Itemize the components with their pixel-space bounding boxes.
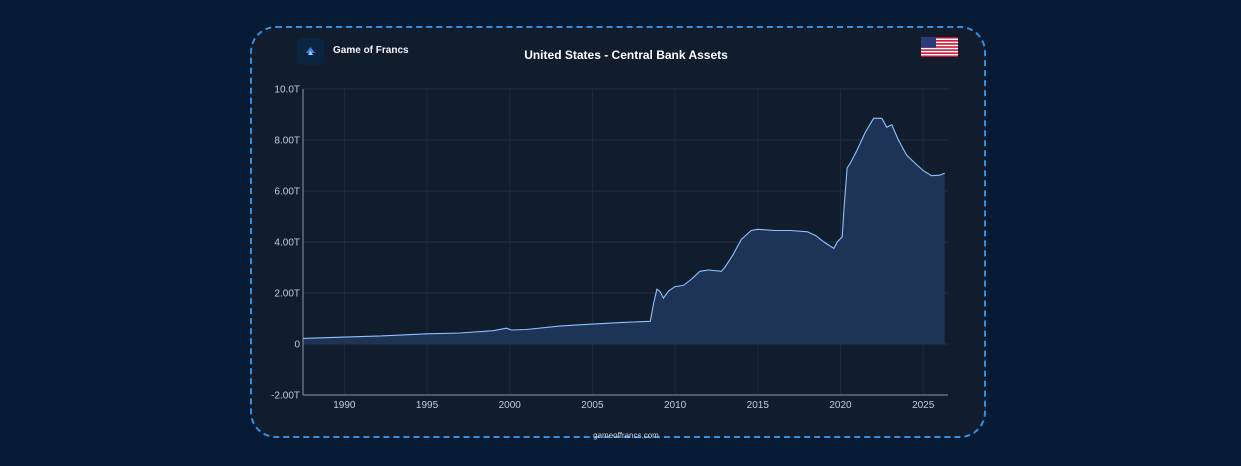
x-tick-label: 2005 — [581, 400, 604, 411]
x-tick-labels: 1990 1995 2000 2005 2010 2015 2020 2025 — [333, 400, 935, 411]
y-tick-label: 4.00T — [274, 238, 300, 249]
y-tick-labels: -2.00T 0 2.00T 4.00T 6.00T 8.00T 10.0T — [271, 85, 300, 402]
x-tick-label: 2000 — [499, 400, 522, 411]
brand-name: Game of Francs — [333, 45, 409, 56]
series-line — [302, 117, 945, 339]
x-tick-label: 1995 — [416, 400, 439, 411]
y-tick-label: -2.00T — [271, 391, 300, 402]
y-tick-label: 8.00T — [274, 136, 300, 147]
x-tick-label: 1990 — [333, 400, 356, 411]
brand-logo-icon — [297, 38, 324, 65]
y-tick-label: 0 — [294, 340, 300, 351]
chart-title: United States - Central Bank Assets — [524, 48, 728, 62]
footer-site: gameoffrancs.com — [593, 431, 659, 440]
y-tick-label: 6.00T — [274, 187, 300, 198]
y-tick-label: 10.0T — [274, 85, 300, 96]
x-tick-label: 2010 — [664, 400, 687, 411]
x-tick-label: 2015 — [747, 400, 770, 411]
x-tick-label: 2020 — [829, 400, 852, 411]
series-area — [303, 118, 945, 344]
us-flag-icon — [921, 37, 958, 57]
x-tick-label: 2025 — [912, 400, 935, 411]
y-tick-label: 2.00T — [274, 289, 300, 300]
